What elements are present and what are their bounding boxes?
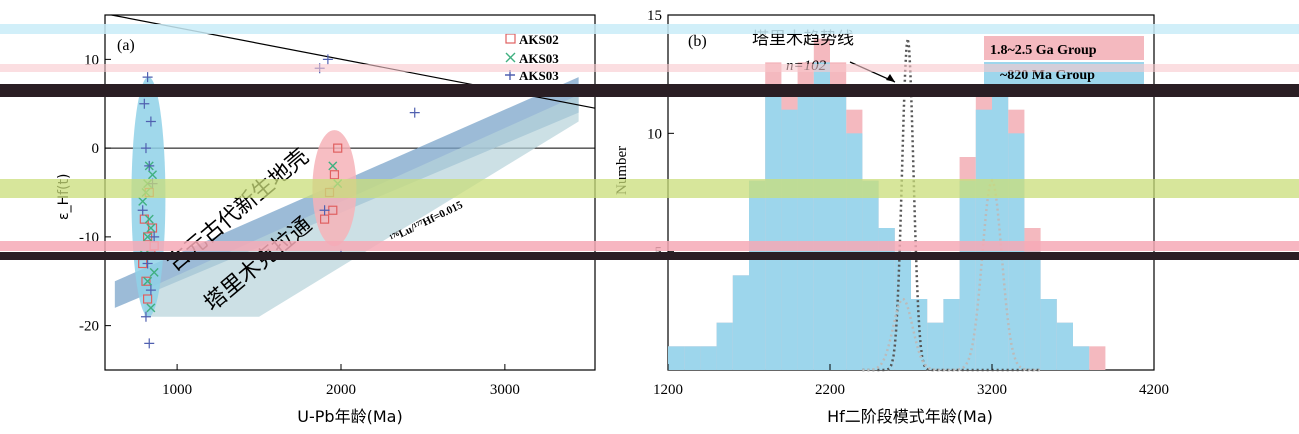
panel-a-x-ticks: 1000 2000 3000 [162,364,520,398]
panel-b-tag: (b) [688,33,707,50]
legend-square-marker [505,33,516,44]
a-xtick-label-0: 1000 [162,382,192,398]
data-point-x-1-1 [146,303,156,313]
b-xtick-label-1: 2200 [815,382,845,398]
hist-bar-1-2 [700,346,717,370]
a-xtick-label-1: 2000 [326,382,356,398]
hist-bar-1-16 [927,322,944,370]
arrow-head-icon [886,74,895,82]
b-ytick-label-1: 10 [647,126,662,142]
hist-bar-1-5 [749,180,766,370]
tarim-trend-curve [862,178,1040,372]
data-point-x-1-13 [328,161,338,171]
data-point-square-0-3 [141,276,151,286]
hist-bar-1-23 [1040,299,1057,370]
panel-a-tag: (a) [117,37,135,54]
hist-bar-1-1 [684,346,701,370]
group-820-ma-bars [668,62,1090,371]
hist-bar-1-6 [765,86,782,370]
data-point-plus-2-15 [319,205,330,216]
panel-a-x-label: U-Pb年龄(Ma) [297,407,402,426]
hist-bar-1-8 [797,86,814,370]
data-point-square-0-11 [329,170,340,180]
hist-bar-1-25 [1073,346,1090,370]
data-point-x-1-3 [144,214,154,224]
stripe-pink-1 [0,64,1299,72]
legend-x-marker [505,52,516,63]
legend-pink-swatch [984,36,1144,60]
b-xtick-label-3: 4200 [1139,382,1169,398]
data-point-x-1-6 [143,232,153,242]
legend-group-1-8-2-5-ga: 1.8~2.5 Ga Group [990,43,1097,58]
overlay-stripes [0,24,1299,260]
panel-b-legend: 1.8~2.5 Ga Group ~820 Ma Group [984,36,1144,84]
panel-a: 1000 2000 3000 100-10-20 (a) 古元古代新生地壳 塔里木克… [56,14,596,426]
data-point-x-1-8 [138,196,148,206]
data-point-plus-2-8 [142,258,153,269]
hist-bar-1-0 [668,346,685,370]
hist-bar-1-18 [959,180,976,370]
hist-bar-1-20 [992,86,1009,370]
b-xtick-label-2: 3200 [977,382,1007,398]
b-ytick-label-2: 15 [647,8,662,24]
data-point-plus-2-2 [145,116,156,127]
a-xtick-label-2: 3000 [490,382,520,398]
hist-bar-1-24 [1056,322,1073,370]
data-point-square-0-8 [143,294,153,304]
data-point-plus-2-0 [142,72,153,83]
a-ytick-label-1: 0 [92,141,100,157]
stripe-top-cyan [0,24,1299,34]
hist-bar-1-22 [1024,251,1041,370]
data-point-x-1-0 [143,276,153,286]
legend-aks02: AKS02 [519,32,559,47]
hist-bar-1-10 [830,86,847,370]
data-point-plus-2-3 [140,143,151,154]
data-point-plus-2-4 [144,160,155,171]
hist-bar-1-3 [716,322,733,370]
stripe-dark-1 [0,84,1299,97]
data-point-plus-2-14 [409,107,420,118]
data-point-plus-2-10 [140,311,151,322]
hist-bar-1-15 [911,299,928,370]
data-point-plus-2-9 [145,285,156,296]
panel-b-x-label: Hf二阶段模式年龄(Ma) [827,407,993,426]
panel-b-x-ticks: 1200 2200 3200 4200 [653,364,1169,398]
hist-bar-1-4 [732,275,749,370]
panel-b-y-ticks: 51015 [647,8,674,261]
data-point-x-1-5 [148,170,158,180]
hist-bar-0-26 [1089,346,1106,370]
hist-bar-1-17 [943,299,960,370]
data-point-square-0-5 [147,223,158,233]
data-point-plus-2-7 [149,231,160,242]
data-point-plus-2-13 [322,54,333,65]
data-point-square-0-9 [333,143,343,153]
hist-bar-1-7 [781,109,798,371]
data-point-plus-2-11 [144,338,155,349]
data-point-plus-2-1 [139,98,150,109]
stripe-green [0,179,1299,198]
tarim-craton-band [144,94,579,317]
stripe-pink-2 [0,241,1299,251]
hist-bar-1-12 [862,180,879,370]
hist-bar-1-11 [846,133,863,370]
data-point-x-1-7 [149,267,159,277]
hist-bar-1-9 [813,62,830,370]
stripe-dark-2 [0,252,1299,260]
panel-a-legend: AKS02 AKS03 AKS03 [505,32,559,83]
b-xtick-label-0: 1200 [653,382,683,398]
data-point-x-1-10 [146,223,156,233]
a-ytick-label-3: -20 [79,319,99,335]
data-point-plus-2-6 [137,205,148,216]
legend-aks03-x: AKS03 [519,51,559,66]
